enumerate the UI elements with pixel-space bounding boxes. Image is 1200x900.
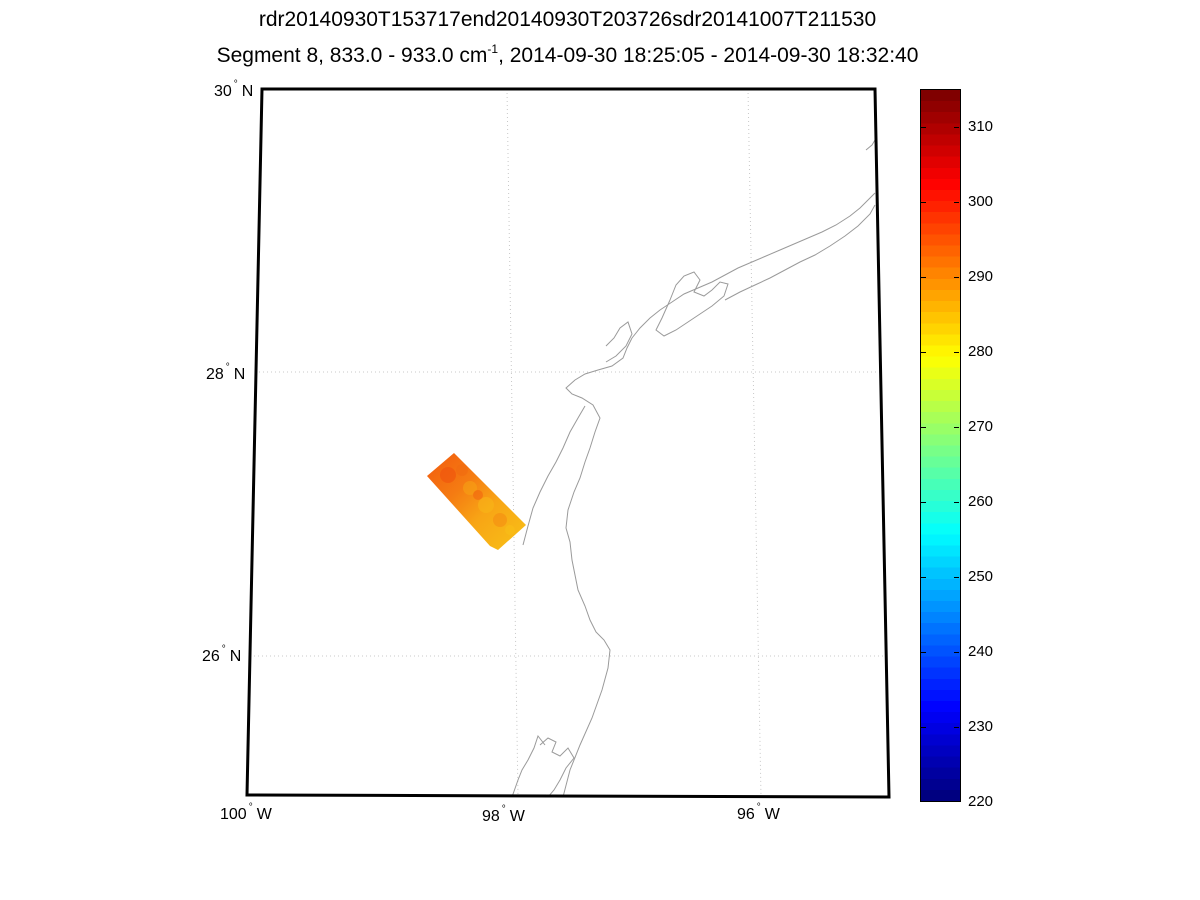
lon-label-98: 98 ° W [482, 804, 525, 825]
coastline-east-texas [724, 204, 876, 301]
swath-pixel-cluster [456, 464, 468, 476]
colorbar-tick-mark [921, 652, 926, 653]
colorbar-tick-mark [954, 502, 959, 503]
lat-label-28: 28 ° N [206, 362, 246, 383]
colorbar-tick-label: 280 [968, 342, 994, 360]
colorbar-tick-mark [954, 427, 959, 428]
swath-pixel-cluster [478, 497, 494, 513]
coastline [511, 139, 876, 797]
figure-title: rdr20140930T153717end20140930T203726sdr2… [258, 8, 877, 31]
coastline-inlet-north [865, 139, 876, 151]
swath-pixel-cluster [440, 467, 456, 483]
colorbar-tick-label: 230 [968, 717, 994, 735]
colorbar-tick-mark [921, 502, 926, 503]
colorbar-tick-mark [921, 577, 926, 578]
colorbar-tick-label: 300 [968, 192, 994, 210]
swath-pixel-cluster [505, 525, 515, 535]
subtitle-segment: Segment 8, 833.0 - 933.0 cm [216, 44, 488, 67]
coastline-bay-galveston [655, 271, 729, 337]
colorbar-tick-label: 220 [968, 793, 994, 810]
lat-label-30: 30 ° N [214, 79, 254, 100]
coastline-barrier-island [522, 405, 586, 546]
lat-label-26: 26 ° N [202, 644, 242, 665]
colorbar-tick-label: 250 [968, 567, 994, 585]
colorbar-tick-mark [954, 277, 959, 278]
colorbar-tick-mark [921, 727, 926, 728]
coastline-lower-bay [539, 737, 575, 797]
subtitle-unit-exponent: -1 [487, 42, 499, 56]
swath-pixel-cluster [473, 490, 483, 500]
gridline-lon-96 [747, 89, 762, 797]
colorbar-tick-mark [954, 577, 959, 578]
colorbar-tick-mark [921, 277, 926, 278]
colorbar [920, 89, 961, 802]
colorbar-tick-mark [954, 127, 959, 128]
colorbar-tick-label: 240 [968, 642, 994, 660]
coastline-laguna [511, 734, 546, 797]
figure-subtitle: Segment 8, 833.0 - 933.0 cm-1, 2014-09-3… [0, 42, 1135, 68]
colorbar-tick-mark [921, 352, 926, 353]
colorbar-tick-label: 270 [968, 417, 994, 435]
colorbar-tick-mark [954, 652, 959, 653]
colorbar-tick-mark [921, 427, 926, 428]
colorbar-tick-mark [954, 202, 959, 203]
swath-pixel-cluster [463, 481, 477, 495]
map-frame [245, 87, 891, 799]
lon-label-100: 100 ° W [220, 802, 272, 823]
colorbar-tick-label: 290 [968, 267, 994, 285]
colorbar-tick-mark [954, 352, 959, 353]
coastline-main [562, 192, 876, 797]
colorbar-tick-mark [954, 727, 959, 728]
coastline-matagorda [605, 321, 633, 363]
map-gridlines [250, 89, 886, 797]
colorbar-tick-mark [921, 127, 926, 128]
data-swath [427, 453, 526, 550]
lon-label-96: 96 ° W [737, 802, 780, 823]
swath-pixel-cluster [493, 513, 507, 527]
colorbar-tick-label: 260 [968, 492, 994, 510]
colorbar-tick-label: 310 [968, 117, 994, 135]
subtitle-time-range: , 2014-09-30 18:25:05 - 2014-09-30 18:32… [498, 44, 919, 67]
colorbar-tick-mark [921, 202, 926, 203]
gridline-lon-98 [506, 89, 519, 797]
data-swath-texture [440, 464, 515, 535]
